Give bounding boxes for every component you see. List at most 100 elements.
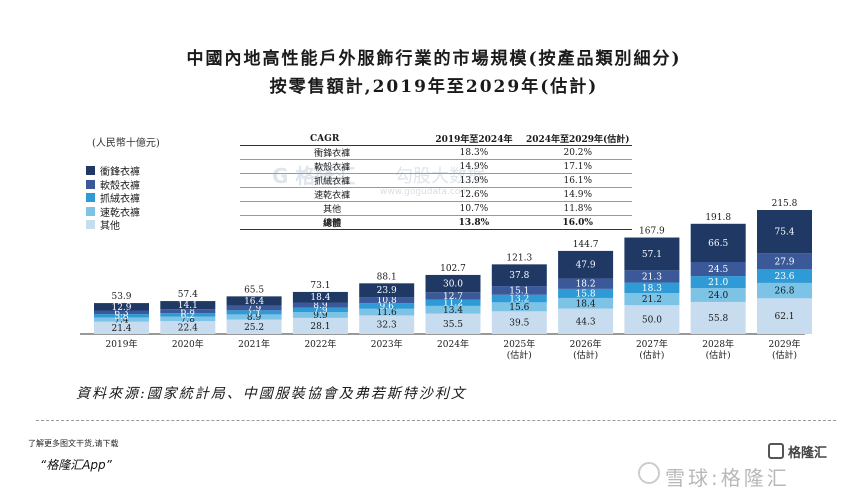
bar-segment — [226, 296, 282, 306]
download-app-name: “格隆汇App” — [40, 458, 112, 472]
brand-logo: 格隆汇 — [768, 440, 842, 462]
data-label: 6.2 — [181, 311, 195, 321]
bar-segment — [624, 293, 680, 306]
bar-segment — [558, 297, 614, 309]
data-label: 9.9 — [313, 311, 328, 321]
legend-label: 軟殼衣褲 — [100, 180, 140, 192]
bar-segment — [226, 319, 282, 334]
legend-item: 衝鋒衣褲 — [86, 164, 140, 178]
cagr-header-period1: 2019年至2024年 — [424, 132, 524, 146]
cagr-row-value: 13.9% — [424, 173, 524, 188]
data-label: 15.8 — [576, 289, 596, 299]
x-tick-label: 2021年 — [238, 338, 270, 350]
bar-segment — [690, 276, 746, 289]
x-tick-label: 2024年 — [437, 338, 469, 350]
data-label: 7.8 — [181, 315, 196, 325]
x-tick-label: 2019年 — [106, 338, 138, 350]
bar-segment — [624, 237, 680, 271]
total-label: 88.1 — [377, 272, 397, 282]
bar-segment — [226, 314, 282, 320]
data-label: 7.9 — [247, 304, 262, 314]
cagr-row-name: 抓絨衣褲 — [240, 173, 425, 188]
brand-logo-icon — [768, 443, 784, 459]
data-label: 25.2 — [244, 323, 264, 333]
x-tick-label: 2029年 — [769, 338, 801, 350]
table-row: 其他 10.7% 11.8% — [240, 201, 632, 216]
cagr-row-value: 11.8% — [523, 201, 632, 216]
brand-name: 格隆汇 — [788, 445, 828, 461]
total-label: 121.3 — [506, 253, 532, 263]
x-tick-label: 2023年 — [371, 338, 403, 350]
bar-segment — [94, 321, 149, 334]
download-note: 了解更多图文干货,请下载 — [28, 439, 119, 448]
data-label: 14.1 — [178, 301, 198, 311]
cagr-header-period2: 2024年至2029年(估計) — [523, 132, 632, 146]
x-tick-label: 2025年 — [503, 338, 535, 350]
total-label: 167.9 — [639, 227, 665, 237]
cagr-row-value: 16.1% — [523, 173, 632, 188]
legend-item: 速乾衣褲 — [86, 205, 140, 219]
bar-segment — [359, 315, 415, 334]
data-label: 24.5 — [708, 265, 728, 275]
cagr-row-value: 10.7% — [424, 201, 524, 216]
bar-segment — [94, 310, 149, 315]
data-label: 35.5 — [443, 320, 463, 330]
data-label: 21.4 — [111, 324, 131, 334]
data-label: 75.4 — [774, 228, 794, 238]
total-label: 73.1 — [310, 281, 330, 291]
cagr-row-name: 速乾衣褲 — [240, 187, 425, 202]
x-tick-label: (估計) — [573, 349, 598, 361]
bar-segment — [690, 301, 746, 334]
total-label: 102.7 — [440, 264, 466, 274]
bar-segment — [757, 253, 812, 270]
data-label: 8.9 — [313, 301, 328, 311]
unit-label: (人民幣十億元) — [92, 138, 160, 149]
bar-segment — [94, 303, 149, 311]
legend-label: 速乾衣褲 — [100, 207, 140, 219]
bar-segment — [624, 282, 680, 294]
bar-segment — [94, 314, 149, 318]
data-label: 8.9 — [247, 313, 262, 323]
legend-swatch — [86, 220, 95, 230]
chart-legend: 衝鋒衣褲軟殼衣褲抓絨衣褲 速乾衣褲其他 — [86, 164, 140, 232]
data-label: 62.1 — [774, 312, 794, 322]
data-label: 7.1 — [247, 308, 261, 318]
legend-item: 軟殼衣褲 — [86, 178, 140, 192]
bar-segment — [226, 305, 282, 311]
chart-subtitle: 按零售額計,2019年至2029年(估計) — [269, 77, 599, 97]
data-label: 7.4 — [114, 316, 129, 326]
bar-segment — [292, 291, 348, 303]
data-label: 57.1 — [642, 250, 662, 260]
watermark-text: 雪球:格隆汇 — [665, 466, 790, 490]
source-note: 資料來源:國家統計局、中國服裝協會及弗若斯特沙利文 — [76, 386, 467, 402]
table-row: 速乾衣褲 12.6% 14.9% — [240, 187, 632, 202]
bar-segment — [757, 282, 812, 299]
data-label: 23.6 — [774, 272, 794, 282]
table-row: 衝鋒衣褲 18.3% 20.2% — [240, 145, 632, 160]
bar-segment — [160, 313, 216, 317]
total-label: 57.4 — [178, 290, 198, 300]
bar-segment — [757, 210, 812, 254]
legend-label: 抓絨衣褲 — [100, 194, 140, 206]
data-label: 15.6 — [509, 303, 529, 313]
bar-segment — [160, 321, 216, 334]
x-tick-label: 2022年 — [304, 338, 336, 350]
data-label: 50.0 — [642, 316, 662, 326]
data-label: 21.2 — [642, 295, 662, 305]
bar-segment — [359, 303, 415, 309]
data-label: 11.2 — [443, 299, 463, 309]
bar-segment — [558, 278, 614, 289]
legend-swatch — [86, 166, 95, 176]
cagr-row-value: 14.9% — [523, 187, 632, 202]
bar-segment — [690, 223, 746, 263]
data-label: 12.9 — [111, 303, 131, 313]
data-label: 10.8 — [377, 296, 397, 306]
legend-label: 其他 — [100, 221, 120, 233]
bar-segment — [690, 262, 746, 277]
bar-segment — [94, 317, 149, 322]
data-label: 30.0 — [443, 280, 463, 290]
data-label: 12.7 — [443, 292, 463, 302]
snowball-icon — [638, 462, 660, 484]
bar-segment — [757, 269, 812, 283]
bar-segment — [292, 317, 348, 334]
